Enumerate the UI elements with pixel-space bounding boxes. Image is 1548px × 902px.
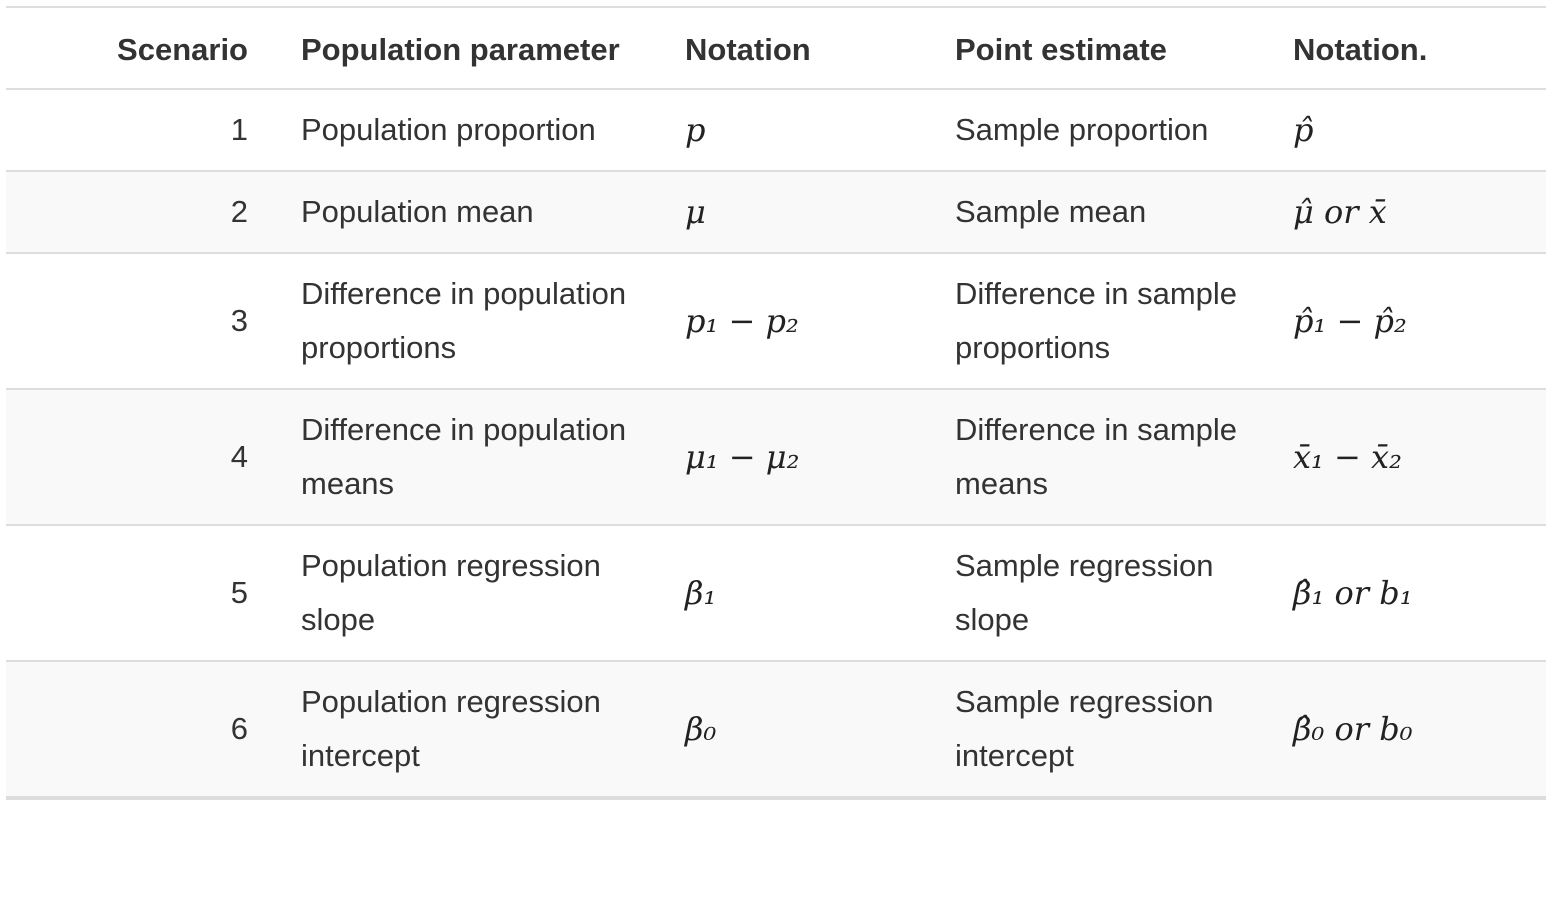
- scenario-cell: 4: [6, 388, 272, 525]
- table-row: 6 Population regression intercept β₀ Sam…: [6, 660, 1546, 800]
- header-point-estimate: Point estimate: [926, 8, 1264, 90]
- estimate-cell: Sample proportion: [926, 88, 1264, 171]
- estimate-notation-cell: μ̂ or x̄: [1264, 170, 1546, 253]
- header-estimate-notation: Notation.: [1264, 8, 1546, 90]
- estimate-cell: Difference in sample proportions: [926, 252, 1264, 389]
- notation-cell: β₀: [656, 660, 926, 800]
- estimation-table: Scenario Population parameter Notation P…: [6, 8, 1546, 800]
- estimate-notation-cell: β̂₁ or b₁: [1264, 524, 1546, 661]
- table-header: Scenario Population parameter Notation P…: [6, 8, 1546, 90]
- notation-cell: μ₁ − μ₂: [656, 388, 926, 525]
- estimate-notation-cell: p̂: [1264, 88, 1546, 171]
- scenario-cell: 3: [6, 252, 272, 389]
- header-scenario: Scenario: [6, 8, 272, 90]
- scenario-cell: 5: [6, 524, 272, 661]
- notation-cell: β₁: [656, 524, 926, 661]
- notation-cell: p: [656, 88, 926, 171]
- parameter-cell: Difference in population proportions: [272, 252, 656, 389]
- table-row: 4 Difference in population means μ₁ − μ₂…: [6, 388, 1546, 525]
- estimate-notation-cell: β̂₀ or b₀: [1264, 660, 1546, 800]
- estimation-table-container: Scenario Population parameter Notation P…: [6, 6, 1546, 800]
- estimate-cell: Sample mean: [926, 170, 1264, 253]
- scenario-cell: 1: [6, 88, 272, 171]
- estimate-cell: Sample regression intercept: [926, 660, 1264, 800]
- parameter-cell: Population regression slope: [272, 524, 656, 661]
- notation-cell: μ: [656, 170, 926, 253]
- scenario-cell: 6: [6, 660, 272, 800]
- table-body: 1 Population proportion p Sample proport…: [6, 88, 1546, 800]
- header-notation: Notation: [656, 8, 926, 90]
- scenario-cell: 2: [6, 170, 272, 253]
- notation-cell: p₁ − p₂: [656, 252, 926, 389]
- estimate-cell: Difference in sample means: [926, 388, 1264, 525]
- parameter-cell: Difference in population means: [272, 388, 656, 525]
- estimate-notation-cell: p̂₁ − p̂₂: [1264, 252, 1546, 389]
- table-row: 5 Population regression slope β₁ Sample …: [6, 524, 1546, 661]
- estimate-notation-cell: x̄₁ − x̄₂: [1264, 388, 1546, 525]
- estimate-cell: Sample regression slope: [926, 524, 1264, 661]
- table-row: 1 Population proportion p Sample proport…: [6, 88, 1546, 171]
- parameter-cell: Population regression intercept: [272, 660, 656, 800]
- parameter-cell: Population proportion: [272, 88, 656, 171]
- parameter-cell: Population mean: [272, 170, 656, 253]
- header-population-parameter: Population parameter: [272, 8, 656, 90]
- table-row: 2 Population mean μ Sample mean μ̂ or x̄: [6, 170, 1546, 253]
- table-row: 3 Difference in population proportions p…: [6, 252, 1546, 389]
- header-row: Scenario Population parameter Notation P…: [6, 8, 1546, 90]
